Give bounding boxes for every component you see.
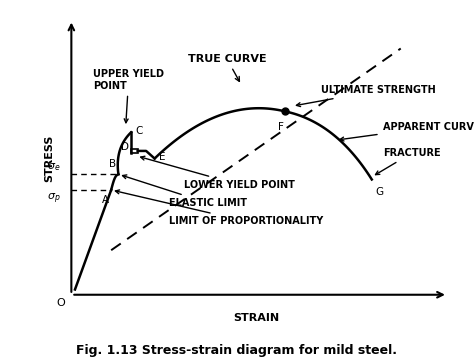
Text: ELASTIC LIMIT: ELASTIC LIMIT xyxy=(123,175,247,208)
Text: TRUE CURVE: TRUE CURVE xyxy=(188,54,266,81)
Text: E: E xyxy=(159,152,165,162)
Text: $\sigma_e$: $\sigma_e$ xyxy=(47,161,61,173)
Text: Fig. 1.13 Stress-strain diagram for mild steel.: Fig. 1.13 Stress-strain diagram for mild… xyxy=(76,344,398,357)
Text: STRAIN: STRAIN xyxy=(233,313,279,323)
Text: ULTIMATE STRENGTH: ULTIMATE STRENGTH xyxy=(296,86,436,106)
Text: A: A xyxy=(102,195,109,205)
Text: LOWER YIELD POINT: LOWER YIELD POINT xyxy=(141,156,294,190)
Text: F: F xyxy=(278,122,284,132)
Text: UPPER YIELD
POINT: UPPER YIELD POINT xyxy=(93,69,164,123)
Text: APPARENT CURVE: APPARENT CURVE xyxy=(340,122,474,141)
Text: B: B xyxy=(109,159,117,169)
Text: FRACTURE: FRACTURE xyxy=(375,148,440,175)
Text: $\sigma_p$: $\sigma_p$ xyxy=(47,191,61,206)
Text: LIMIT OF PROPORTIONALITY: LIMIT OF PROPORTIONALITY xyxy=(115,190,323,226)
Text: G: G xyxy=(375,187,383,197)
Text: STRESS: STRESS xyxy=(45,135,55,182)
Text: C: C xyxy=(136,126,143,136)
Text: D: D xyxy=(121,142,129,152)
Text: O: O xyxy=(56,297,65,308)
